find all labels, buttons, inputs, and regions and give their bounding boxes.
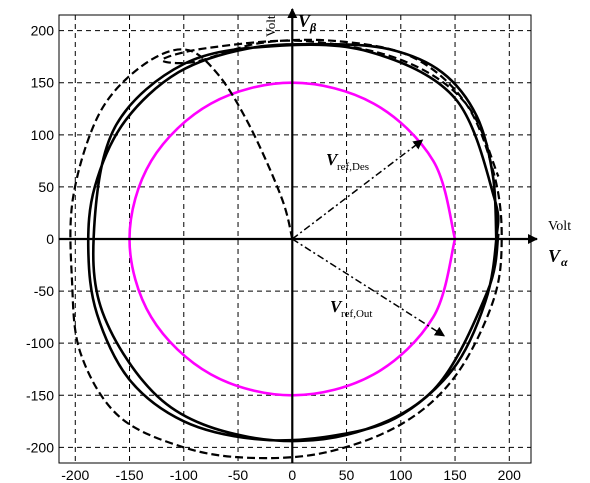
- y-tick-label: 50: [38, 179, 54, 195]
- x-tick-label: 200: [498, 467, 522, 483]
- x-tick-label: 50: [339, 467, 355, 483]
- y-axis-subscript: β: [309, 20, 317, 34]
- vector-label-des: V: [326, 150, 339, 169]
- series-line-2: [69, 38, 503, 460]
- y-tick-label: -150: [26, 387, 54, 403]
- x-tick-label: -50: [228, 467, 248, 483]
- x-tick-label: -150: [116, 467, 144, 483]
- tick-labels: -200 -150 -100 -50 0 50 100 150 200 -200 -150 -100 -…: [26, 23, 521, 483]
- vector-label-des-sub: ref,Des: [337, 161, 369, 173]
- y-tick-label: 150: [31, 75, 55, 91]
- y-tick-label: -100: [26, 335, 54, 351]
- y-axis-unit: Volt: [263, 15, 278, 37]
- reference-vector-1: [291, 238, 446, 337]
- y-tick-label: -50: [34, 283, 54, 299]
- vector-label-out: V: [330, 297, 343, 316]
- y-tick-label: 200: [31, 23, 55, 39]
- x-tick-label: 0: [288, 467, 296, 483]
- axes-group: [59, 8, 538, 463]
- y-tick-label: 0: [46, 231, 54, 247]
- reference-vector-0: [291, 139, 424, 240]
- x-tick-label: 150: [443, 467, 467, 483]
- vector-label-out-sub: ref,Out: [341, 308, 372, 320]
- x-tick-label: -100: [170, 467, 198, 483]
- x-axis-subscript: α: [561, 255, 568, 269]
- y-tick-label: -200: [26, 439, 54, 455]
- x-tick-label: 100: [389, 467, 413, 483]
- y-axis-symbol: V: [298, 11, 312, 31]
- y-tick-label: 100: [31, 127, 55, 143]
- x-axis-unit: Volt: [548, 219, 571, 234]
- vectors-group: [291, 139, 446, 337]
- series-line-1: [86, 42, 500, 443]
- x-axis-symbol: V: [548, 246, 562, 266]
- x-tick-label: -200: [61, 467, 89, 483]
